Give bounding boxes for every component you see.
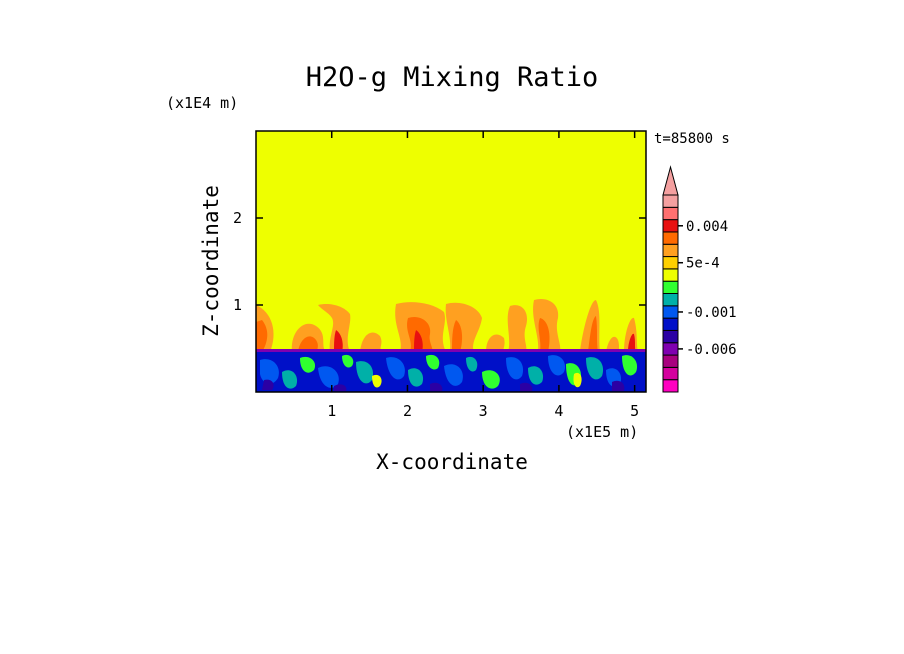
- colorbar-tick-label: 0.004: [686, 219, 728, 235]
- colorbar-segment: [662, 206, 679, 221]
- x-tick-label: 5: [630, 402, 639, 420]
- boundary-layer-eddies: [260, 354, 638, 391]
- colorbar-segment: [662, 317, 679, 331]
- time-label: t=85800 s: [654, 131, 730, 147]
- x-axis-label: X-coordinate: [376, 450, 528, 474]
- y-tick-label: 2: [233, 209, 242, 227]
- colorbar-extend-arrow: [662, 165, 679, 196]
- plot-area: [256, 131, 646, 392]
- colorbar-segment: [662, 305, 679, 319]
- x-unit-label: (x1E5 m): [566, 423, 638, 441]
- colorbar: 0.004 5e-4 -0.001 -0.006: [662, 165, 737, 393]
- chart-title: H2O-g Mixing Ratio: [306, 62, 599, 93]
- x-tick-label: 1: [327, 402, 336, 420]
- colorbar-segment: [662, 293, 679, 307]
- colorbar-tick-label: 5e-4: [686, 256, 720, 272]
- x-tick-label: 3: [479, 402, 488, 420]
- colorbar-segment: [662, 354, 679, 368]
- colorbar-segment: [662, 342, 679, 356]
- x-axis-ticks: 1 2 3 4 5: [327, 131, 639, 420]
- y-axis-ticks: 12: [233, 209, 646, 314]
- colorbar-segment: [662, 256, 679, 270]
- x-tick-label: 2: [403, 402, 412, 420]
- colorbar-segment: [662, 366, 679, 381]
- colorbar-segment: [662, 280, 679, 294]
- x-tick-label: 4: [554, 402, 563, 420]
- y-tick-label: 1: [233, 296, 242, 314]
- colorbar-segment: [662, 231, 679, 245]
- y-unit-label: (x1E4 m): [166, 94, 238, 112]
- y-axis-label: Z-coordinate: [199, 185, 223, 337]
- colorbar-segment: [662, 379, 679, 393]
- colorbar-segment: [662, 219, 679, 233]
- plot-frame: [255, 130, 647, 393]
- convective-plumes: [256, 298, 638, 352]
- colorbar-segment: [662, 243, 679, 258]
- colorbar-segment: [662, 329, 679, 344]
- colorbar-tick-label: -0.001: [686, 305, 737, 321]
- boundary-line: [256, 349, 646, 352]
- colorbar-segment: [662, 194, 679, 208]
- colorbar-tick-label: -0.006: [686, 342, 737, 358]
- colorbar-segment: [662, 268, 679, 282]
